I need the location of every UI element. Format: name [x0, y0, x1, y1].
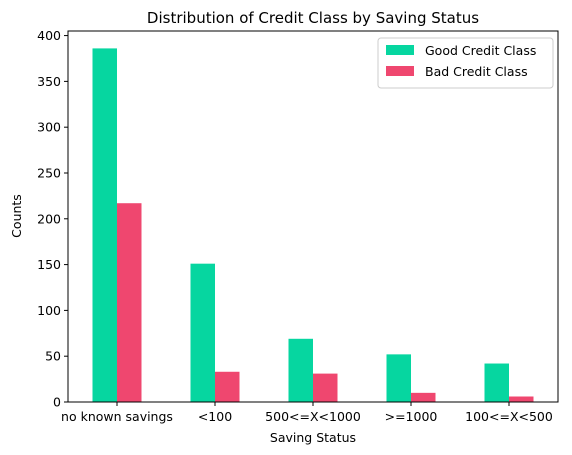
x-tick-label: <100 — [198, 409, 232, 424]
x-tick-label: 100<=X<500 — [465, 409, 553, 424]
bar-bad-credit — [117, 203, 142, 402]
y-tick-label: 50 — [45, 349, 61, 364]
bar-good-credit — [288, 338, 313, 402]
y-tick-label: 300 — [37, 120, 61, 135]
bar-good-credit — [92, 48, 117, 402]
plot-area — [92, 48, 534, 402]
bar-bad-credit — [509, 396, 534, 402]
legend-box — [377, 37, 554, 89]
x-tick-label: >=1000 — [385, 409, 438, 424]
legend-swatch — [386, 66, 414, 76]
y-tick-label: 250 — [37, 165, 61, 180]
y-tick-label: 0 — [53, 395, 61, 410]
y-axis: 0 50 100 150 200 250 300 350 400 — [37, 28, 68, 410]
legend-swatch — [386, 45, 414, 55]
bar-bad-credit — [411, 392, 436, 402]
bar-good-credit — [190, 263, 215, 402]
y-tick-label: 150 — [37, 257, 61, 272]
bar-good-credit — [484, 363, 509, 402]
legend-label: Good Credit Class — [425, 43, 536, 58]
legend-label: Bad Credit Class — [425, 64, 528, 79]
legend: Good Credit Class Bad Credit Class — [377, 37, 554, 89]
chart-title: Distribution of Credit Class by Saving S… — [147, 9, 479, 27]
y-tick-label: 200 — [37, 211, 61, 226]
x-axis: no known savings <100 500<=X<1000 >=1000 100… — [61, 402, 553, 424]
y-tick-label: 400 — [37, 28, 61, 43]
y-tick-label: 100 — [37, 303, 61, 318]
x-tick-label: 500<=X<1000 — [265, 409, 361, 424]
bar-good-credit — [386, 354, 411, 402]
bar-bad-credit — [215, 371, 240, 402]
y-axis-title: Counts — [9, 194, 24, 238]
bar-bad-credit — [313, 373, 338, 402]
x-tick-label: no known savings — [61, 409, 173, 424]
y-tick-label: 350 — [37, 74, 61, 89]
x-axis-title: Saving Status — [270, 430, 356, 445]
